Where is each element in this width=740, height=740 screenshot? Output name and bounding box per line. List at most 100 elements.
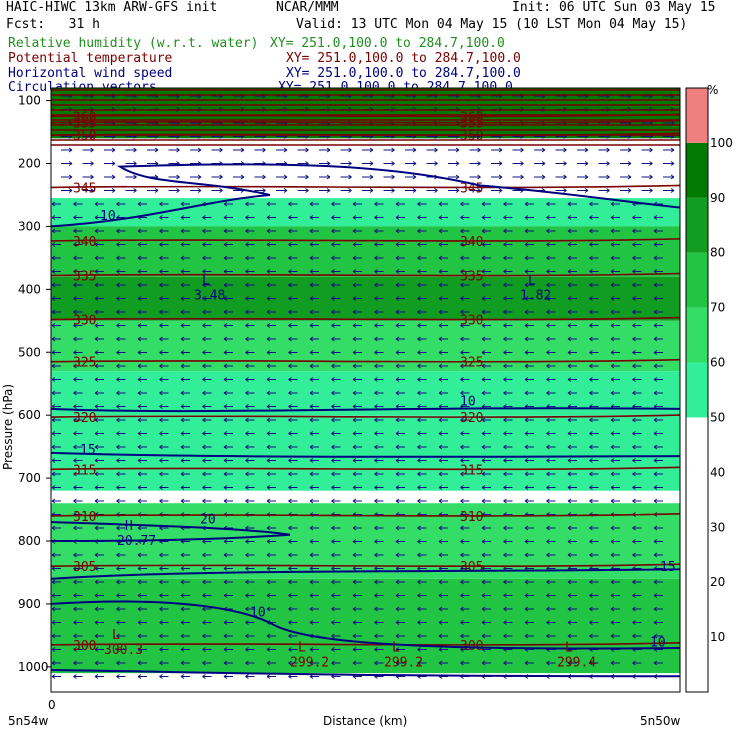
vector-head-949 bbox=[503, 525, 507, 531]
vector-head-842 bbox=[73, 485, 77, 490]
vector-head-810 bbox=[632, 458, 636, 463]
vector-head-626 bbox=[417, 377, 421, 382]
vector-head-1000 bbox=[352, 552, 357, 558]
vector-head-213 bbox=[283, 188, 288, 193]
theta-label-right-305: 305 bbox=[460, 560, 483, 575]
theta-contour-305 bbox=[50, 563, 681, 568]
vector-head-1020 bbox=[159, 566, 163, 571]
vector-head-199 bbox=[606, 174, 610, 180]
vector-head-394 bbox=[417, 269, 421, 274]
vector-head-892 bbox=[524, 498, 529, 504]
vector-head-758 bbox=[137, 444, 142, 450]
vector-head-944 bbox=[395, 525, 400, 531]
vector-head-828 bbox=[395, 471, 400, 477]
vector-head-226 bbox=[563, 188, 567, 193]
model-title: HAIC-HIWC 13km ARW-GFS init bbox=[6, 0, 218, 15]
vector-head-696 bbox=[51, 417, 56, 423]
vector-head-540 bbox=[438, 336, 443, 342]
theta-label-300: 300 bbox=[73, 639, 96, 654]
vector-head-548 bbox=[610, 336, 615, 342]
vector-head-517 bbox=[567, 323, 572, 328]
vector-head-790 bbox=[202, 458, 206, 463]
vector-head-745 bbox=[481, 431, 486, 436]
vector-head-221 bbox=[455, 188, 460, 193]
vector-head-472 bbox=[223, 309, 228, 315]
vector-head-512 bbox=[460, 323, 464, 328]
vector-head-143 bbox=[649, 147, 653, 153]
vector-head-442 bbox=[202, 296, 206, 301]
vector-head-457 bbox=[524, 296, 529, 301]
vector-head-1092 bbox=[460, 593, 464, 598]
theta-contour-340 bbox=[50, 238, 681, 242]
vector-head-1151 bbox=[481, 620, 486, 625]
vector-head-838 bbox=[610, 471, 615, 477]
vector-head-423 bbox=[417, 282, 421, 288]
vector-head-854 bbox=[331, 485, 335, 490]
vector-head-983 bbox=[610, 539, 615, 544]
vector-head-946 bbox=[438, 525, 443, 531]
vector-head-462 bbox=[632, 296, 636, 301]
vector-head-316 bbox=[610, 228, 615, 234]
vector-head-1024 bbox=[245, 566, 249, 571]
vector-head-663 bbox=[589, 390, 593, 396]
wind-contour-4 bbox=[50, 568, 681, 580]
vector-head-629 bbox=[481, 377, 486, 382]
vector-head-1014 bbox=[653, 552, 658, 558]
vector-head-361 bbox=[331, 255, 335, 261]
theta-label-right-325: 325 bbox=[460, 356, 483, 371]
vector-head-131 bbox=[391, 147, 395, 153]
theta-label-350: 350 bbox=[73, 129, 96, 144]
vector-head-333 bbox=[352, 242, 357, 247]
vector-head-458 bbox=[546, 296, 550, 301]
vector-head-871 bbox=[73, 498, 77, 504]
colorbar-segment-4 bbox=[686, 417, 708, 473]
vector-head-303 bbox=[331, 228, 335, 234]
vector-head-951 bbox=[546, 525, 550, 531]
vector-head-429 bbox=[546, 282, 550, 288]
vector-head-649 bbox=[288, 390, 292, 396]
vector-head-283 bbox=[524, 215, 529, 220]
vector-head-1082 bbox=[245, 593, 249, 598]
vector-head-479 bbox=[374, 309, 378, 315]
wind-contour-3 bbox=[50, 521, 291, 542]
vector-head-778 bbox=[567, 444, 572, 450]
vector-head-762 bbox=[223, 444, 228, 450]
vector-head-134 bbox=[455, 147, 460, 153]
vector-head-596 bbox=[395, 363, 400, 369]
vector-head-870 bbox=[51, 498, 56, 504]
theta-label-310: 310 bbox=[73, 510, 96, 525]
vector-head-510 bbox=[417, 323, 421, 328]
vector-head-1201 bbox=[309, 647, 314, 652]
vector-head-759 bbox=[159, 444, 163, 450]
vector-head-468 bbox=[137, 309, 142, 315]
vector-head-514 bbox=[503, 323, 507, 328]
vector-head-275 bbox=[352, 215, 357, 220]
vector-head-803 bbox=[481, 458, 486, 463]
colorbar-tick-80: 80 bbox=[710, 246, 725, 260]
vector-head-837 bbox=[589, 471, 593, 477]
vector-head-311 bbox=[503, 228, 507, 234]
vector-head-526 bbox=[137, 336, 142, 342]
vector-head-236 bbox=[137, 201, 142, 207]
vector-head-1071 bbox=[632, 579, 636, 585]
colorbar-segment-1 bbox=[686, 582, 708, 638]
vector-head-328 bbox=[245, 242, 249, 247]
wind-label-4: 15 bbox=[660, 560, 676, 575]
vector-head-1078 bbox=[159, 593, 163, 598]
vector-head-847 bbox=[180, 485, 185, 490]
vector-head-148 bbox=[133, 161, 137, 166]
vector-head-1227 bbox=[245, 660, 249, 666]
vector-head-897 bbox=[632, 498, 636, 504]
vector-head-168 bbox=[563, 161, 567, 166]
vector-head-341 bbox=[524, 242, 529, 247]
vector-head-279 bbox=[438, 215, 443, 220]
vector-head-1234 bbox=[395, 660, 400, 666]
vector-head-941 bbox=[331, 525, 335, 531]
vector-head-744 bbox=[460, 431, 464, 436]
vector-head-494 bbox=[73, 323, 77, 328]
vector-head-167 bbox=[541, 161, 546, 166]
vector-head-661 bbox=[546, 390, 550, 396]
vector-head-1121 bbox=[460, 606, 464, 612]
vector-head-681 bbox=[352, 404, 357, 409]
vector-head-1114 bbox=[309, 606, 314, 612]
